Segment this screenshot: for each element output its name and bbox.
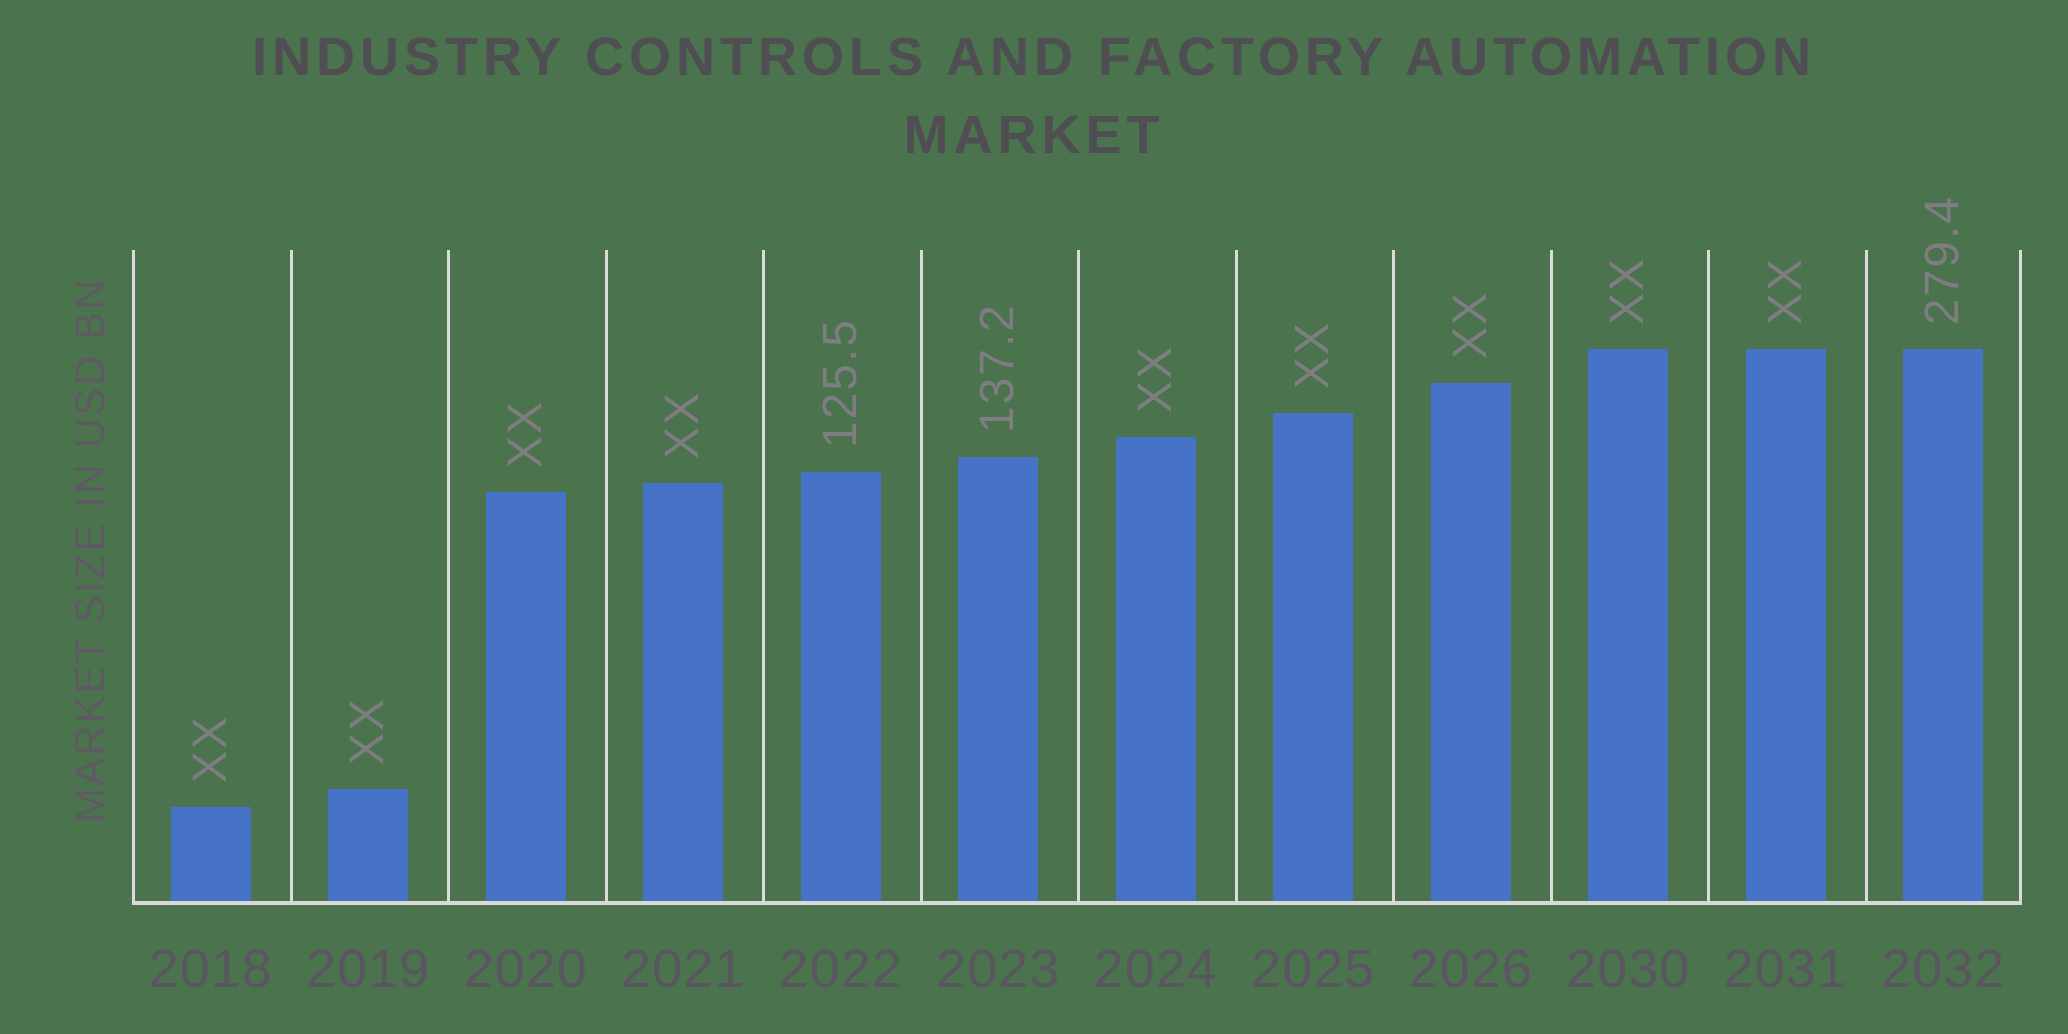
gridline	[1864, 250, 1868, 901]
bar-2018	[170, 807, 251, 901]
x-axis-label-2030: 2030	[1566, 939, 1691, 999]
bar-value-label-2031: XX	[1758, 256, 1812, 325]
bar-value-label-2018: XX	[183, 714, 237, 783]
x-axis-label-2031: 2031	[1723, 939, 1848, 999]
bar-value-label-2032: 279.4	[1916, 194, 1970, 325]
gridline	[1077, 250, 1080, 901]
gridline	[762, 250, 765, 901]
gridline	[132, 250, 135, 901]
gridline	[447, 250, 450, 901]
x-axis-label-2021: 2021	[621, 939, 746, 999]
bar-2031	[1745, 349, 1826, 901]
x-axis-label-2032: 2032	[1881, 939, 2006, 999]
gridline	[604, 250, 608, 901]
x-axis-labels: 2018 2019 2020 2021 2022 2023 2024 2025 2026 2030…	[132, 938, 2022, 1018]
bar-value-label-2022: 125.5	[813, 317, 867, 448]
x-axis-label-2022: 2022	[778, 939, 903, 999]
bar-column-2026: XX	[1392, 250, 1550, 901]
bar-column-2019: XX	[290, 250, 448, 901]
bar-2020	[485, 492, 566, 901]
bar-column-2032: 279.4	[1865, 195, 2023, 901]
bar-2022	[800, 472, 881, 901]
bar-2030	[1588, 349, 1669, 901]
gridline	[1234, 250, 1238, 901]
gridline	[1707, 250, 1710, 901]
chart-title-line-2: MARKET	[903, 105, 1165, 165]
bar-2021	[643, 483, 724, 901]
bar-value-label-2019: XX	[341, 696, 395, 765]
x-axis-label-2023: 2023	[936, 939, 1061, 999]
gridline	[919, 250, 923, 901]
gridline	[2019, 250, 2022, 901]
bar-2023	[958, 457, 1039, 901]
bar-value-label-2021: XX	[656, 390, 710, 459]
bar-2032	[1903, 349, 1984, 901]
y-axis-title: MARKET SIZE IN USD BN	[66, 277, 113, 823]
x-axis-label-2024: 2024	[1093, 939, 1218, 999]
x-axis-label-2018: 2018	[148, 939, 273, 999]
bar-column-2018: XX	[132, 250, 290, 901]
bar-value-label-2030: XX	[1601, 256, 1655, 325]
bar-2019	[328, 789, 409, 901]
x-axis-label-2026: 2026	[1408, 939, 1533, 999]
bar-value-label-2026: XX	[1443, 290, 1497, 359]
bar-column-2024: XX	[1077, 250, 1235, 901]
bar-2024	[1115, 437, 1196, 901]
bar-value-label-2025: XX	[1286, 320, 1340, 389]
bar-column-2023: 137.2	[920, 250, 1078, 901]
bar-column-2030: XX	[1550, 250, 1708, 901]
gridline	[1549, 250, 1553, 901]
bar-2026	[1430, 383, 1511, 901]
bar-value-label-2020: XX	[498, 399, 552, 468]
bar-value-label-2023: 137.2	[971, 302, 1025, 433]
chart-title: INDUSTRY CONTROLS AND FACTORY AUTOMATION…	[0, 18, 2068, 174]
bar-value-label-2024: XX	[1128, 344, 1182, 413]
x-axis-label-2020: 2020	[463, 939, 588, 999]
gridline	[289, 250, 293, 901]
x-axis-label-2025: 2025	[1251, 939, 1376, 999]
x-axis-label-2019: 2019	[306, 939, 431, 999]
bar-column-2022: 125.5	[762, 250, 920, 901]
chart-title-line-1: INDUSTRY CONTROLS AND FACTORY AUTOMATION	[251, 27, 1817, 87]
bar-column-2031: XX	[1707, 250, 1865, 901]
bar-2025	[1273, 413, 1354, 901]
bar-column-2025: XX	[1235, 250, 1393, 901]
gridline	[1392, 250, 1395, 901]
bar-column-2020: XX	[447, 250, 605, 901]
plot-area: XX XX XX XX 125.5 137.2 XX XX XX XX XX 279.4	[132, 195, 2023, 905]
bar-column-2021: XX	[605, 250, 763, 901]
